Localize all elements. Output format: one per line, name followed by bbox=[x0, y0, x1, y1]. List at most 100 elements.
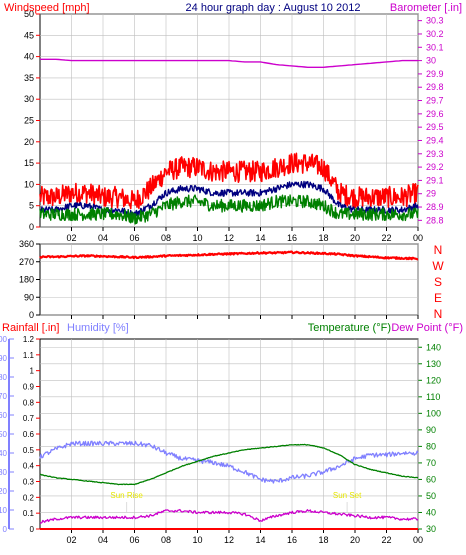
humidity-y-tick-label: 30 bbox=[0, 468, 8, 477]
direction-y-tick-label: 90 bbox=[24, 292, 34, 302]
rain-y-tick-label: 0.4 bbox=[23, 462, 35, 471]
barometer-y-tick-label: 30.2 bbox=[426, 29, 444, 39]
direction-series bbox=[39, 250, 419, 261]
barometer-y-tick-label: 28.9 bbox=[426, 202, 444, 212]
sun-annotation: Sun Set bbox=[333, 491, 362, 500]
barometer-y-tick-label: 29.7 bbox=[426, 96, 444, 106]
wind-x-tick-label: 06 bbox=[129, 233, 139, 243]
compass-label: N bbox=[434, 243, 443, 257]
humidity-y-tick-label: 50 bbox=[0, 430, 8, 439]
humidity-axis-label: Humidity [%] bbox=[67, 322, 129, 334]
barometer-y-tick-label: 30.3 bbox=[426, 16, 444, 26]
barometer-y-tick-label: 29.5 bbox=[426, 122, 444, 132]
rain-y-tick-label: 0.9 bbox=[23, 383, 35, 392]
dewpoint-series bbox=[39, 508, 419, 524]
temperature-x-tick-label: 10 bbox=[192, 535, 202, 545]
rain-y-tick-label: 0.7 bbox=[23, 414, 35, 423]
temperature-y-tick-label: 100 bbox=[426, 408, 441, 418]
direction-y-tick-label: 360 bbox=[19, 239, 34, 249]
temperature-x-tick-label: 18 bbox=[318, 535, 328, 545]
temperature-x-tick-label: 04 bbox=[98, 535, 108, 545]
wind-panel: 0 5 10 15 20 25 30 35 40 45 50 28.8 28.9 29 29.1 29.2 29… bbox=[24, 9, 444, 243]
wind-series bbox=[39, 152, 419, 210]
barometer-y-tick-label: 29.1 bbox=[426, 175, 444, 185]
barometer-y-tick-label: 29.3 bbox=[426, 149, 444, 159]
temperature-y-tick-label: 80 bbox=[426, 441, 436, 451]
rain-y-tick-label: 1.1 bbox=[23, 351, 35, 360]
temperature-y-tick-label: 130 bbox=[426, 359, 441, 369]
temperature-y-tick-label: 110 bbox=[426, 392, 440, 402]
wind-x-tick-label: 16 bbox=[287, 233, 297, 243]
wind-y-tick-label: 0 bbox=[29, 222, 34, 232]
humidity-y-tick-label: 70 bbox=[0, 392, 8, 401]
barometer-y-tick-label: 29.4 bbox=[426, 135, 444, 145]
wind-x-tick-label: 18 bbox=[318, 233, 328, 243]
barometer-y-tick-label: 30.1 bbox=[426, 42, 444, 52]
rain-y-tick-label: 0.6 bbox=[23, 430, 35, 439]
wind-y-tick-label: 25 bbox=[24, 116, 34, 126]
chart-title: 24 hour graph day : August 10 2012 bbox=[186, 2, 361, 14]
barometer-y-tick-label: 29.2 bbox=[426, 162, 444, 172]
rain-y-tick-label: 0.1 bbox=[23, 509, 35, 518]
temperature-y-tick-label: 50 bbox=[426, 491, 436, 501]
wind-y-tick-label: 5 bbox=[29, 201, 34, 211]
barometer-y-tick-label: 29 bbox=[426, 189, 436, 199]
wind-y-tick-label: 40 bbox=[24, 52, 34, 62]
humidity-y-tick-label: 20 bbox=[0, 487, 8, 496]
dewpoint-axis-label: Dew Point (°F) bbox=[391, 322, 463, 334]
temperature-y-tick-label: 140 bbox=[426, 342, 441, 352]
direction-y-tick-label: 270 bbox=[19, 257, 34, 267]
wind-x-tick-label: 02 bbox=[66, 233, 76, 243]
temperature-y-tick-label: 90 bbox=[426, 425, 436, 435]
temperature-y-tick-label: 60 bbox=[426, 474, 436, 484]
sun-annotation: Sun Rise bbox=[110, 491, 143, 500]
wind-x-tick-label: 00 bbox=[413, 233, 423, 243]
wind-x-tick-label: 08 bbox=[161, 233, 171, 243]
temperature-panel: 3040506070809010011012013014001020304050… bbox=[0, 335, 441, 545]
temperature-axis-label: Temperature (°F) bbox=[308, 322, 391, 334]
temperature-x-tick-label: 00 bbox=[413, 535, 423, 545]
temperature-x-tick-label: 08 bbox=[161, 535, 171, 545]
compass-label: W bbox=[432, 259, 444, 273]
rain-y-tick-label: 0.8 bbox=[23, 398, 35, 407]
rain-y-tick-label: 0 bbox=[30, 525, 35, 534]
humidity-y-tick-label: 60 bbox=[0, 411, 8, 420]
wind-y-tick-label: 10 bbox=[24, 179, 34, 189]
temperature-y-tick-label: 40 bbox=[426, 507, 436, 517]
humidity-y-tick-label: 40 bbox=[0, 449, 8, 458]
wind-x-tick-label: 20 bbox=[350, 233, 360, 243]
temperature-x-tick-label: 14 bbox=[255, 535, 265, 545]
rain-y-tick-label: 0.2 bbox=[23, 493, 35, 502]
wind-x-tick-label: 04 bbox=[98, 233, 108, 243]
wind-y-tick-label: 35 bbox=[24, 73, 34, 83]
barometer-y-tick-label: 29.8 bbox=[426, 82, 444, 92]
compass-label: N bbox=[434, 307, 443, 321]
compass-label: E bbox=[434, 291, 442, 305]
wind-y-tick-label: 50 bbox=[24, 9, 34, 19]
compass-label: S bbox=[434, 275, 442, 289]
barometer-y-tick-label: 30 bbox=[426, 56, 436, 66]
rainfall-axis-label: Rainfall [.in] bbox=[2, 322, 59, 334]
rain-y-tick-label: 0.5 bbox=[23, 446, 35, 455]
wind_gust_low-series bbox=[39, 194, 419, 225]
wind-x-tick-label: 22 bbox=[381, 233, 391, 243]
barometer-y-tick-label: 29.9 bbox=[426, 69, 444, 79]
rain-y-tick-label: 1.2 bbox=[23, 335, 35, 344]
temperature-y-tick-label: 70 bbox=[426, 458, 436, 468]
temperature-x-tick-label: 06 bbox=[129, 535, 139, 545]
wind-x-tick-label: 14 bbox=[255, 233, 265, 243]
humidity-series bbox=[39, 440, 419, 484]
temperature-x-tick-label: 20 bbox=[350, 535, 360, 545]
rain-y-tick-label: 0.3 bbox=[23, 478, 35, 487]
wind-x-tick-label: 12 bbox=[224, 233, 234, 243]
direction-y-tick-label: 0 bbox=[29, 310, 34, 320]
humidity-y-tick-label: 100 bbox=[0, 335, 8, 344]
wind-x-tick-label: 10 bbox=[192, 233, 202, 243]
windspeed-axis-label: Windspeed [mph] bbox=[4, 2, 90, 14]
humidity-y-tick-label: 10 bbox=[0, 506, 8, 515]
humidity-y-tick-label: 90 bbox=[0, 354, 8, 363]
barometer-axis-label: Barometer [.in] bbox=[390, 2, 462, 14]
barometer-y-tick-label: 28.8 bbox=[426, 215, 444, 225]
